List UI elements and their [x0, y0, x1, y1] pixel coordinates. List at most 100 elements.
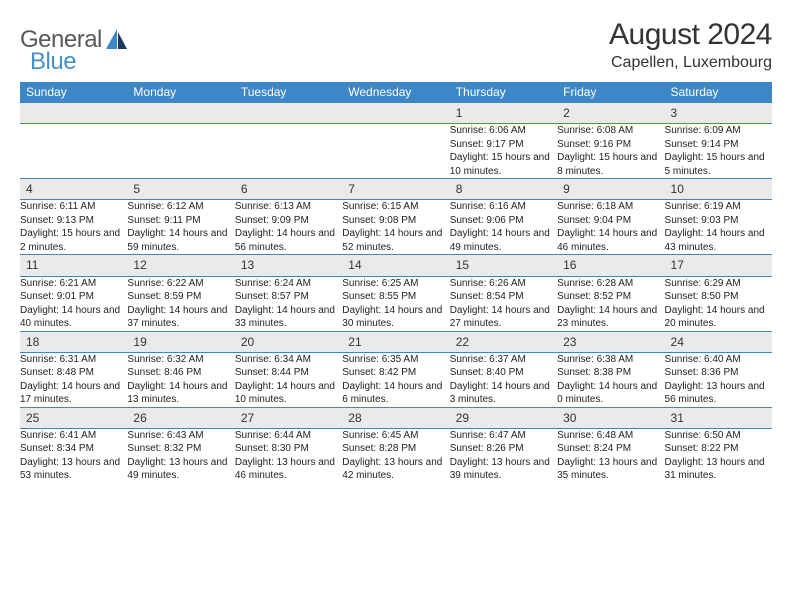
day-number-cell — [20, 103, 127, 124]
day-number: 14 — [342, 255, 449, 275]
day-detail-cell — [342, 124, 449, 179]
day-number-cell: 23 — [557, 331, 664, 352]
daylight-text: Daylight: 13 hours and 35 minutes. — [557, 456, 664, 483]
day-number-cell: 15 — [450, 255, 557, 276]
sunset-text: Sunset: 8:59 PM — [127, 290, 234, 304]
day-detail-cell: Sunrise: 6:25 AMSunset: 8:55 PMDaylight:… — [342, 276, 449, 331]
day-number: 1 — [450, 103, 557, 123]
sunset-text: Sunset: 8:42 PM — [342, 366, 449, 380]
sunset-text: Sunset: 9:08 PM — [342, 214, 449, 228]
sunrise-text: Sunrise: 6:08 AM — [557, 124, 664, 138]
day-number: 17 — [665, 255, 772, 275]
day-detail-cell: Sunrise: 6:40 AMSunset: 8:36 PMDaylight:… — [665, 352, 772, 407]
daylight-text: Daylight: 13 hours and 53 minutes. — [20, 456, 127, 483]
sunset-text: Sunset: 9:01 PM — [20, 290, 127, 304]
daylight-text: Daylight: 13 hours and 56 minutes. — [665, 380, 772, 407]
sunset-text: Sunset: 9:11 PM — [127, 214, 234, 228]
daylight-text: Daylight: 14 hours and 37 minutes. — [127, 304, 234, 331]
sunset-text: Sunset: 8:48 PM — [20, 366, 127, 380]
day-number-cell: 19 — [127, 331, 234, 352]
day-number: 28 — [342, 408, 449, 428]
day-number: 5 — [127, 179, 234, 199]
daynum-row: 11121314151617 — [20, 255, 772, 276]
sunset-text: Sunset: 8:55 PM — [342, 290, 449, 304]
location: Capellen, Luxembourg — [609, 54, 772, 72]
sunset-text: Sunset: 8:44 PM — [235, 366, 342, 380]
day-number: 23 — [557, 332, 664, 352]
day-number-cell: 13 — [235, 255, 342, 276]
weekday-header: Saturday — [665, 82, 772, 103]
day-number: 20 — [235, 332, 342, 352]
sunset-text: Sunset: 8:36 PM — [665, 366, 772, 380]
sunrise-text: Sunrise: 6:31 AM — [20, 353, 127, 367]
daylight-text: Daylight: 15 hours and 5 minutes. — [665, 151, 772, 178]
day-detail-cell: Sunrise: 6:15 AMSunset: 9:08 PMDaylight:… — [342, 200, 449, 255]
logo-text-blue: Blue — [30, 48, 76, 75]
day-number: 3 — [665, 103, 772, 123]
day-number: 11 — [20, 255, 127, 275]
sunset-text: Sunset: 9:17 PM — [450, 138, 557, 152]
daylight-text: Daylight: 14 hours and 46 minutes. — [557, 227, 664, 254]
day-detail-cell — [20, 124, 127, 179]
sunrise-text: Sunrise: 6:19 AM — [665, 200, 772, 214]
day-detail-cell: Sunrise: 6:19 AMSunset: 9:03 PMDaylight:… — [665, 200, 772, 255]
detail-row: Sunrise: 6:41 AMSunset: 8:34 PMDaylight:… — [20, 428, 772, 483]
sunset-text: Sunset: 8:38 PM — [557, 366, 664, 380]
day-number-cell: 16 — [557, 255, 664, 276]
detail-row: Sunrise: 6:11 AMSunset: 9:13 PMDaylight:… — [20, 200, 772, 255]
day-number-cell: 4 — [20, 179, 127, 200]
daylight-text: Daylight: 14 hours and 17 minutes. — [20, 380, 127, 407]
day-number-cell: 6 — [235, 179, 342, 200]
day-number: 10 — [665, 179, 772, 199]
day-number-cell: 18 — [20, 331, 127, 352]
daylight-text: Daylight: 14 hours and 33 minutes. — [235, 304, 342, 331]
day-detail-cell: Sunrise: 6:32 AMSunset: 8:46 PMDaylight:… — [127, 352, 234, 407]
day-number-cell: 26 — [127, 407, 234, 428]
weekday-header: Thursday — [450, 82, 557, 103]
daylight-text: Daylight: 14 hours and 20 minutes. — [665, 304, 772, 331]
daylight-text: Daylight: 14 hours and 6 minutes. — [342, 380, 449, 407]
day-detail-cell: Sunrise: 6:48 AMSunset: 8:24 PMDaylight:… — [557, 428, 664, 483]
sunrise-text: Sunrise: 6:50 AM — [665, 429, 772, 443]
daylight-text: Daylight: 14 hours and 27 minutes. — [450, 304, 557, 331]
day-number: 6 — [235, 179, 342, 199]
sunset-text: Sunset: 8:24 PM — [557, 442, 664, 456]
sunrise-text: Sunrise: 6:11 AM — [20, 200, 127, 214]
sunset-text: Sunset: 9:04 PM — [557, 214, 664, 228]
sunset-text: Sunset: 8:32 PM — [127, 442, 234, 456]
sunrise-text: Sunrise: 6:22 AM — [127, 277, 234, 291]
day-number: 12 — [127, 255, 234, 275]
sunset-text: Sunset: 8:26 PM — [450, 442, 557, 456]
daylight-text: Daylight: 15 hours and 10 minutes. — [450, 151, 557, 178]
day-number-cell: 11 — [20, 255, 127, 276]
daynum-row: 123 — [20, 103, 772, 124]
day-detail-cell: Sunrise: 6:43 AMSunset: 8:32 PMDaylight:… — [127, 428, 234, 483]
sunrise-text: Sunrise: 6:06 AM — [450, 124, 557, 138]
day-detail-cell: Sunrise: 6:34 AMSunset: 8:44 PMDaylight:… — [235, 352, 342, 407]
sunrise-text: Sunrise: 6:34 AM — [235, 353, 342, 367]
day-number-cell: 8 — [450, 179, 557, 200]
day-number: 19 — [127, 332, 234, 352]
daylight-text: Daylight: 14 hours and 0 minutes. — [557, 380, 664, 407]
day-number: 30 — [557, 408, 664, 428]
daylight-text: Daylight: 14 hours and 40 minutes. — [20, 304, 127, 331]
daylight-text: Daylight: 14 hours and 10 minutes. — [235, 380, 342, 407]
sunrise-text: Sunrise: 6:13 AM — [235, 200, 342, 214]
sunset-text: Sunset: 8:52 PM — [557, 290, 664, 304]
daynum-row: 45678910 — [20, 179, 772, 200]
day-detail-cell: Sunrise: 6:13 AMSunset: 9:09 PMDaylight:… — [235, 200, 342, 255]
sunset-text: Sunset: 8:30 PM — [235, 442, 342, 456]
day-number-cell: 21 — [342, 331, 449, 352]
day-number-cell — [235, 103, 342, 124]
day-number-cell: 10 — [665, 179, 772, 200]
sunset-text: Sunset: 9:03 PM — [665, 214, 772, 228]
sunrise-text: Sunrise: 6:24 AM — [235, 277, 342, 291]
day-detail-cell: Sunrise: 6:22 AMSunset: 8:59 PMDaylight:… — [127, 276, 234, 331]
sunset-text: Sunset: 8:54 PM — [450, 290, 557, 304]
daylight-text: Daylight: 14 hours and 13 minutes. — [127, 380, 234, 407]
day-detail-cell: Sunrise: 6:12 AMSunset: 9:11 PMDaylight:… — [127, 200, 234, 255]
day-number-cell: 24 — [665, 331, 772, 352]
daylight-text: Daylight: 14 hours and 59 minutes. — [127, 227, 234, 254]
day-number-cell: 20 — [235, 331, 342, 352]
daylight-text: Daylight: 15 hours and 2 minutes. — [20, 227, 127, 254]
